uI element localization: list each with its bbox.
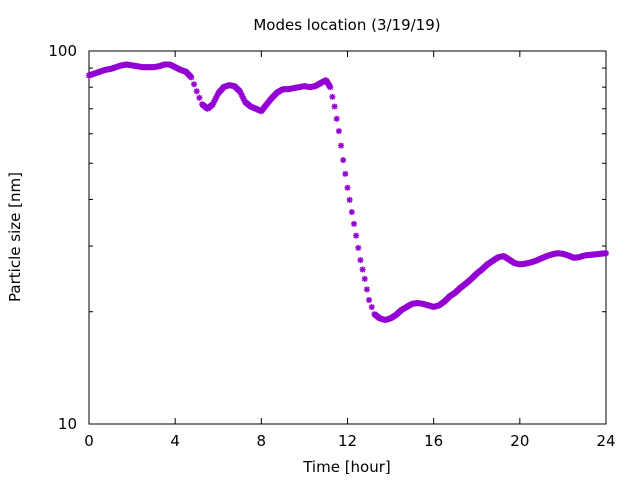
data-point — [335, 128, 342, 135]
x-tick-label: 0 — [84, 432, 94, 450]
data-point — [357, 257, 364, 264]
x-tick-label: 24 — [596, 432, 615, 450]
chart-title: Modes location (3/19/19) — [253, 16, 440, 34]
data-point — [366, 297, 373, 304]
y-axis-label: Particle size [nm] — [6, 172, 24, 302]
data-point — [353, 232, 360, 239]
data-point — [363, 286, 370, 293]
data-point — [196, 94, 203, 101]
data-points — [86, 61, 609, 324]
data-point — [338, 142, 345, 149]
data-point — [342, 170, 349, 177]
data-point — [188, 74, 195, 81]
data-point — [340, 157, 347, 164]
data-point — [193, 88, 200, 95]
data-point — [346, 196, 353, 203]
x-tick-label: 12 — [338, 432, 357, 450]
data-point — [331, 103, 338, 110]
data-point — [368, 304, 375, 311]
y-tick-label: 100 — [48, 42, 77, 60]
data-point — [361, 275, 368, 282]
x-axis-ticks: 0 4 8 12 16 20 24 — [84, 51, 616, 450]
data-point — [603, 250, 609, 257]
data-point — [359, 266, 366, 273]
x-tick-label: 20 — [510, 432, 529, 450]
data-point — [350, 220, 357, 227]
data-point — [355, 244, 362, 251]
data-point — [333, 115, 340, 122]
x-axis-label: Time [hour] — [302, 458, 391, 476]
data-point — [191, 81, 198, 88]
data-point — [329, 93, 336, 100]
data-point — [348, 209, 355, 216]
x-tick-label: 4 — [170, 432, 180, 450]
y-tick-label: 10 — [58, 415, 77, 433]
x-tick-label: 16 — [424, 432, 443, 450]
plot-frame — [88, 50, 607, 425]
y-axis-ticks: 10 100 — [48, 42, 606, 433]
data-point — [344, 184, 351, 191]
x-tick-label: 8 — [257, 432, 267, 450]
data-point — [327, 84, 334, 91]
